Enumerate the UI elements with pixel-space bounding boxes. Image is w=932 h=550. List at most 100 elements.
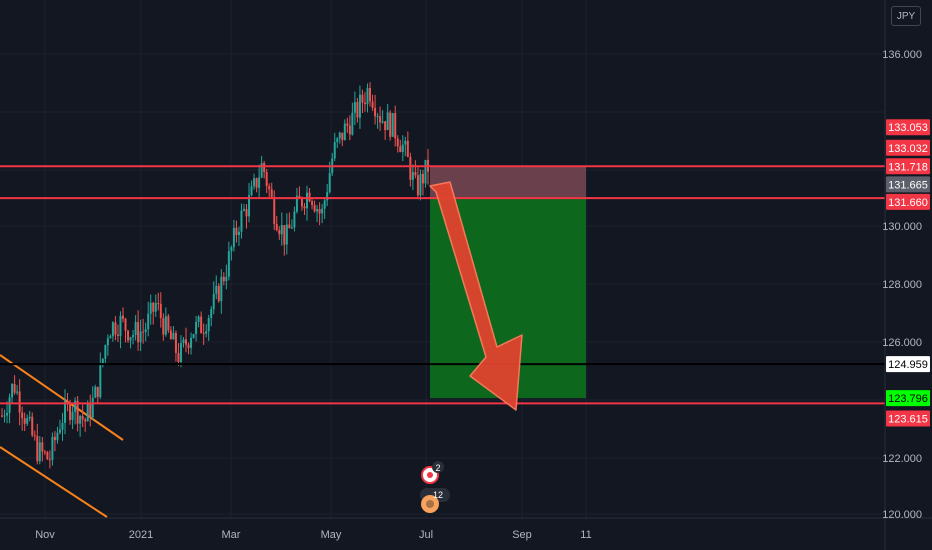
- candle-body: [222, 276, 225, 282]
- candle-body: [96, 386, 99, 398]
- candle-body: [268, 186, 271, 190]
- candle-body: [174, 332, 177, 353]
- candle-body: [341, 132, 344, 141]
- candle-body: [86, 403, 89, 422]
- candle-body: [285, 224, 288, 245]
- candle-body: [343, 123, 346, 141]
- candle-body: [311, 201, 314, 205]
- candle-body: [363, 102, 366, 105]
- y-tick-label: 136.000: [882, 49, 922, 61]
- candle-body: [326, 192, 329, 201]
- candle-body: [159, 303, 162, 319]
- candle-body: [404, 140, 407, 145]
- price-tag-bg: [886, 119, 930, 136]
- candles: [1, 82, 429, 469]
- candle-body: [416, 175, 419, 196]
- candle-body: [316, 209, 319, 212]
- candle-body: [111, 322, 114, 337]
- candle-body: [205, 331, 208, 334]
- dividend-icon-core: [426, 500, 434, 508]
- candle-body: [300, 198, 303, 207]
- candle-body: [283, 225, 286, 245]
- candle-body: [298, 195, 301, 199]
- candle-body: [177, 352, 180, 362]
- candle-body: [260, 162, 263, 178]
- candle-body: [197, 316, 200, 322]
- candle-body: [162, 318, 165, 335]
- candle-body: [374, 107, 377, 117]
- candle-body: [273, 196, 276, 225]
- event-indicators[interactable]: 2 12: [420, 461, 450, 513]
- candle-body: [94, 386, 97, 398]
- price-tag-label: 131.660: [888, 197, 928, 209]
- candle-body: [127, 330, 130, 341]
- candle-body: [129, 337, 132, 341]
- candle-body: [280, 225, 283, 235]
- candle-body: [51, 436, 54, 460]
- candle-body: [1, 415, 3, 417]
- candle-body: [84, 419, 87, 422]
- candle-body: [79, 416, 82, 424]
- candle-body: [179, 343, 182, 362]
- candle-body: [185, 339, 188, 345]
- price-tag-bg: [886, 390, 930, 407]
- candle-body: [132, 334, 135, 338]
- candle-body: [41, 442, 44, 452]
- candle-body: [152, 302, 155, 312]
- candle-body: [48, 459, 51, 461]
- x-tick-label: Jul: [419, 529, 433, 541]
- candle-body: [381, 121, 384, 123]
- y-axis: 136.000 130.000 128.000 126.000 122.000 120.0…: [882, 0, 922, 550]
- candle-body: [369, 88, 372, 102]
- x-tick-label: Sep: [512, 529, 532, 541]
- event-count: 2: [435, 463, 440, 473]
- candle-body: [308, 192, 311, 202]
- stop-loss-zone: [430, 166, 586, 198]
- candle-body: [255, 178, 258, 188]
- candle-body: [389, 112, 392, 137]
- candle-body: [116, 334, 119, 337]
- candle-body: [235, 227, 238, 236]
- candle-body: [212, 293, 215, 310]
- candle-body: [253, 178, 256, 187]
- candle-body: [91, 397, 94, 418]
- candle-body: [303, 206, 306, 209]
- trend-channel: [0, 354, 124, 518]
- trend-line-upper: [0, 354, 124, 441]
- candle-body: [71, 411, 74, 421]
- currency-button[interactable]: JPY: [891, 6, 921, 26]
- candle-body: [275, 224, 278, 231]
- candle-body: [11, 383, 14, 398]
- candle-body: [384, 121, 387, 131]
- candle-body: [409, 157, 412, 180]
- candle-body: [361, 94, 364, 103]
- price-tag-label: 133.032: [888, 143, 928, 155]
- price-tag-bg: [886, 193, 930, 210]
- candle-body: [142, 331, 145, 333]
- candle-body: [399, 146, 402, 152]
- candle-body: [192, 334, 195, 338]
- candle-body: [295, 195, 298, 212]
- candle-body: [99, 363, 102, 398]
- candle-body: [379, 116, 382, 123]
- price-tag-label: 131.718: [888, 161, 928, 173]
- candle-body: [220, 276, 223, 302]
- price-tag-bg: [886, 158, 930, 175]
- candle-body: [139, 331, 142, 343]
- candle-body: [406, 140, 409, 158]
- candle-body: [270, 189, 273, 197]
- candle-body: [245, 208, 248, 217]
- candle-body: [28, 416, 31, 419]
- candle-body: [167, 316, 170, 331]
- candle-body: [119, 315, 122, 337]
- candle-body: [371, 101, 374, 108]
- candle-body: [43, 451, 46, 453]
- candle-body: [207, 317, 210, 332]
- candle-body: [61, 422, 64, 430]
- candle-body: [210, 309, 213, 318]
- candle-body: [190, 337, 193, 348]
- x-tick-label: Nov: [35, 529, 55, 541]
- candle-body: [250, 186, 253, 196]
- x-tick-label: May: [321, 529, 342, 541]
